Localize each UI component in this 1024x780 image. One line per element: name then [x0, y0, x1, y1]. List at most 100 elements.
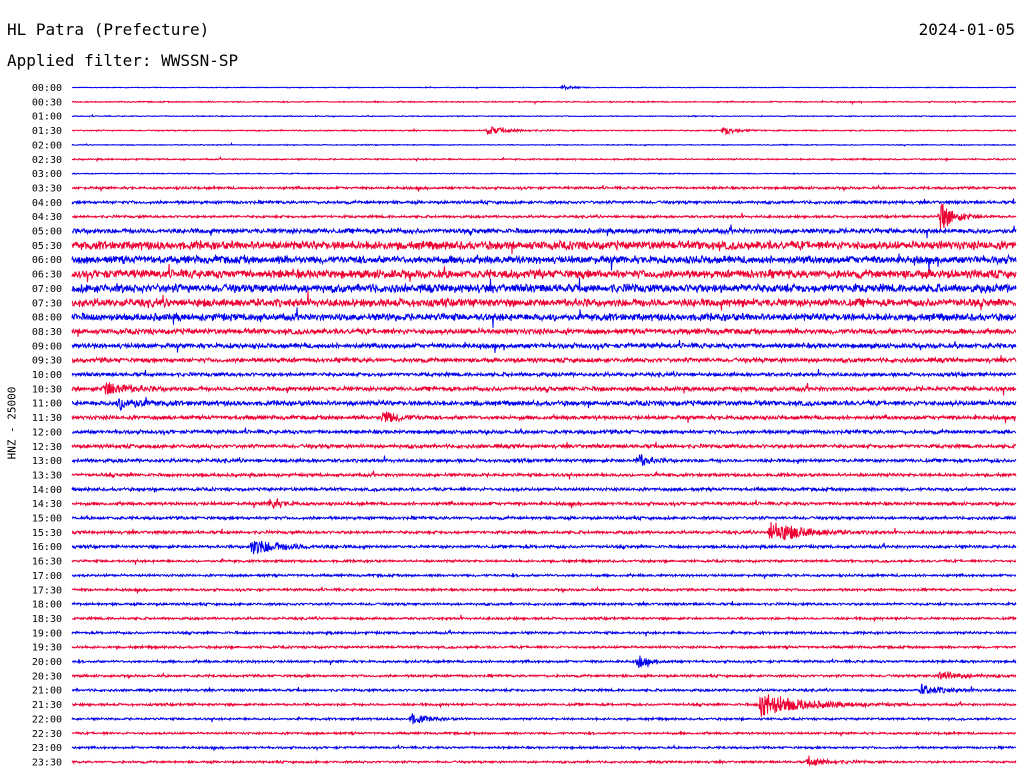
time-label: 07:00 [32, 284, 62, 295]
time-label: 22:00 [32, 714, 62, 725]
trace-line [71, 141, 1017, 147]
trace-line [71, 540, 1017, 555]
time-label: 13:00 [32, 456, 62, 467]
trace-line [71, 172, 1017, 176]
time-label: 08:30 [32, 327, 62, 338]
time-label: 12:30 [32, 442, 62, 453]
time-label: 17:30 [32, 585, 62, 596]
time-label: 05:30 [32, 241, 62, 252]
trace-line [71, 340, 1017, 353]
trace-line [71, 441, 1017, 451]
trace-line [71, 113, 1017, 118]
trace-line [71, 683, 1017, 695]
station-title: HL Patra (Prefecture) [7, 20, 210, 39]
trace-line [71, 307, 1017, 328]
time-label: 02:00 [32, 140, 62, 151]
trace-line [71, 454, 1017, 467]
trace-line [71, 713, 1017, 725]
time-label: 07:30 [32, 298, 62, 309]
trace-line [71, 290, 1017, 311]
trace-line [71, 368, 1017, 379]
trace-line [71, 514, 1017, 522]
time-label: 09:00 [32, 341, 62, 352]
time-label: 11:00 [32, 399, 62, 410]
trace-group [71, 84, 1017, 768]
time-label: 21:30 [32, 700, 62, 711]
time-label: 05:00 [32, 227, 62, 238]
trace-line [71, 84, 1017, 91]
time-label: 23:30 [32, 757, 62, 768]
trace-line [71, 585, 1017, 594]
trace-line [71, 497, 1017, 510]
time-label: 23:00 [32, 743, 62, 754]
trace-line [71, 557, 1017, 565]
time-label: 14:30 [32, 499, 62, 510]
trace-line [71, 198, 1017, 206]
trace-line [71, 239, 1017, 254]
time-label: 20:00 [32, 657, 62, 668]
trace-line [71, 655, 1017, 669]
trace-line [71, 264, 1017, 283]
trace-line [71, 183, 1017, 192]
trace-line [71, 600, 1017, 608]
time-label: 09:30 [32, 356, 62, 367]
trace-line [71, 470, 1017, 480]
trace-line [71, 614, 1017, 623]
time-label-group: 00:00 00:30 01:00 01:30 02:00 02:30 03:00 03:30… [32, 83, 62, 768]
time-label: 00:30 [32, 97, 62, 108]
time-label: 18:00 [32, 600, 62, 611]
date-label: 2024-01-05 [918, 20, 1015, 39]
time-label: 22:30 [32, 729, 62, 740]
time-label: 03:00 [32, 169, 62, 180]
time-label: 13:30 [32, 470, 62, 481]
time-label: 16:00 [32, 542, 62, 553]
time-label: 12:00 [32, 427, 62, 438]
time-label: 04:00 [32, 198, 62, 209]
time-label: 15:30 [32, 528, 62, 539]
time-label: 18:30 [32, 614, 62, 625]
time-label: 02:30 [32, 155, 62, 166]
time-label: 01:00 [32, 112, 62, 123]
time-label: 15:00 [32, 514, 62, 525]
time-label: 14:00 [32, 485, 62, 496]
trace-line [71, 411, 1017, 424]
trace-line [71, 253, 1017, 272]
time-label: 06:00 [32, 255, 62, 266]
time-label: 19:00 [32, 628, 62, 639]
time-label: 06:30 [32, 270, 62, 281]
trace-line [71, 396, 1017, 412]
trace-line [71, 730, 1017, 737]
time-label: 17:00 [32, 571, 62, 582]
time-label: 11:30 [32, 413, 62, 424]
time-label: 03:30 [32, 183, 62, 194]
time-label: 20:30 [32, 671, 62, 682]
trace-line [71, 355, 1017, 365]
trace-line [71, 671, 1017, 680]
time-label: 08:00 [32, 313, 62, 324]
time-label: 01:30 [32, 126, 62, 137]
trace-line [71, 744, 1017, 752]
trace-line [71, 522, 1017, 541]
time-label: 10:00 [32, 370, 62, 381]
trace-line [71, 643, 1017, 651]
time-label: 19:30 [32, 643, 62, 654]
trace-line [71, 485, 1017, 493]
trace-line [71, 155, 1017, 163]
time-label: 21:00 [32, 686, 62, 697]
trace-line [71, 277, 1017, 295]
trace-line [71, 224, 1017, 239]
time-label: 00:00 [32, 83, 62, 94]
trace-line [71, 427, 1017, 436]
trace-line [71, 694, 1017, 717]
trace-line [71, 326, 1017, 337]
trace-line [71, 572, 1017, 579]
time-label: 04:30 [32, 212, 62, 223]
trace-line [71, 99, 1017, 106]
time-label: 16:30 [32, 557, 62, 568]
trace-line [71, 203, 1017, 230]
trace-line [71, 629, 1017, 637]
filter-label: Applied filter: WWSSN-SP [7, 51, 239, 70]
time-label: 10:30 [32, 384, 62, 395]
trace-line [71, 125, 1017, 136]
